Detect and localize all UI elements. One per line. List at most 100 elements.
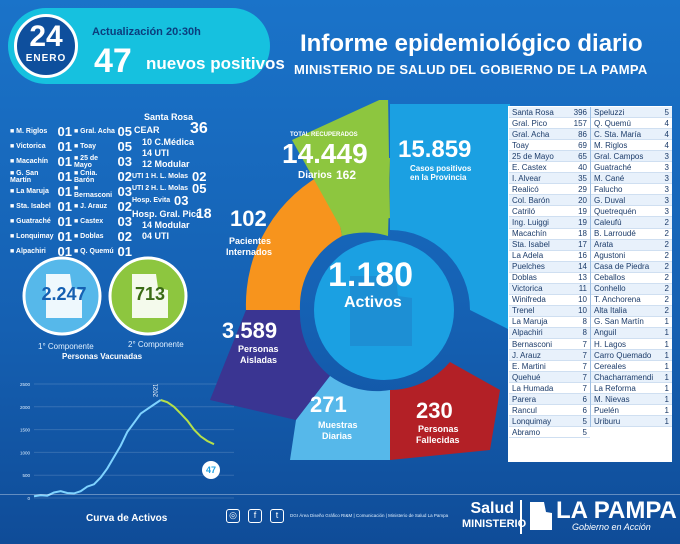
locality-count: 05: [117, 124, 132, 139]
table-cell-locality: M. Nievas: [594, 394, 630, 404]
vaccine-circles: [22, 256, 188, 336]
table-cell-locality: G. Duval: [594, 195, 626, 205]
y-tick-label: 500: [22, 473, 30, 478]
table-cell-locality: M. Cané: [594, 173, 625, 183]
table-row: Catriló 19: [509, 206, 590, 218]
table-row: Carro Quemado 1: [591, 350, 672, 362]
cear-modular: 12 Modular: [142, 159, 190, 169]
twitter-icon[interactable]: t: [270, 509, 284, 523]
table-cell-locality: Guatraché: [594, 162, 632, 172]
table-cell-count: 4: [664, 118, 669, 128]
table-cell-locality: B. Larroudé: [594, 229, 636, 239]
table-cell-count: 6: [582, 405, 587, 415]
table-cell-locality: Uriburu: [594, 416, 621, 426]
locality-row: ■ Cnia. Barón 02: [74, 169, 132, 184]
table-cell-locality: Carro Quemado: [594, 350, 652, 360]
recovered-value: 14.449: [282, 138, 368, 169]
molas2-label: UTI 2 H. L. Molas: [132, 185, 189, 192]
wheel-graphic: [210, 100, 510, 460]
samples-label-1: Muestras: [318, 420, 358, 430]
locality-name: ■ Lonquimay: [10, 233, 54, 240]
isolated-value: 3.589: [222, 318, 278, 343]
locality-row: ■ Guatraché 01: [10, 214, 72, 229]
table-row: M. Cané 3: [591, 173, 672, 185]
table-cell-locality: Bernasconi: [512, 339, 553, 349]
table-cell-locality: C. Sta. María: [594, 129, 642, 139]
table-cell-locality: Col. Barón: [512, 195, 550, 205]
locality-row: ■ Lonquimay 01: [10, 229, 72, 244]
recovered-title: TOTAL RECUPERADOS: [290, 132, 358, 138]
locality-name: ■ Alpachiri: [10, 248, 46, 255]
locality-row: ■ Sta. Isabel 01: [10, 199, 72, 214]
table-row: H. Lagos 1: [591, 339, 672, 351]
locality-name: ■ Cnia. Barón: [74, 169, 98, 184]
table-cell-count: 3: [664, 173, 669, 183]
y-tick-label: 2000: [20, 405, 31, 410]
table-cell-count: 5: [582, 416, 587, 426]
table-cell-count: 1: [664, 405, 669, 415]
table-cell-count: 14: [578, 262, 587, 272]
table-row: Cereales 1: [591, 361, 672, 373]
locality-name: ■ Q. Quemú: [74, 248, 114, 255]
update-time: Actualización 20:30h: [92, 26, 201, 38]
table-cell-locality: Sta. Isabel: [512, 240, 550, 250]
locality-row: ■ Macachín 01: [10, 154, 72, 169]
y-tick-label: 1000: [20, 450, 31, 455]
cear-label: CEAR: [134, 125, 160, 135]
curve-falling-line: [160, 399, 215, 446]
table-cell-count: 1: [664, 350, 669, 360]
table-row: M. Riglos 4: [591, 140, 672, 152]
table-cell-count: 7: [582, 350, 587, 360]
table-cell-locality: Gral. Acha: [512, 129, 550, 139]
table-row: Realicó 29: [509, 184, 590, 196]
table-cell-locality: G. San Martín: [594, 317, 644, 327]
table-cell-locality: Caleufú: [594, 217, 622, 227]
table-row: M. Nievas 1: [591, 394, 672, 406]
locality-name: ■ Sta. Isabel: [10, 203, 51, 210]
locality-row: ■ Q. Quemú 01: [74, 244, 132, 259]
table-cell-locality: Speluzzi: [594, 107, 625, 117]
table-cell-locality: Gral. Campos: [594, 151, 644, 161]
table-cell-locality: Quetrequén: [594, 206, 637, 216]
locality-name: ■ M. Riglos: [10, 128, 48, 135]
table-cell-count: 2: [664, 251, 669, 261]
page-subtitle: MINISTERIO DE SALUD DEL GOBIERNO DE LA P…: [294, 62, 648, 77]
instagram-icon[interactable]: ◎: [226, 509, 240, 523]
locality-count: 02: [117, 199, 132, 214]
table-row: Victorica 11: [509, 283, 590, 295]
cases-value: 15.859: [398, 136, 472, 163]
santa-rosa-title: Santa Rosa: [144, 112, 194, 122]
table-cell-locality: Gral. Pico: [512, 118, 548, 128]
locality-name: ■ La Maruja: [10, 188, 49, 195]
table-cell-count: 10: [578, 306, 587, 316]
table-cell-locality: E. Castex: [512, 162, 547, 172]
table-cell-locality: H. Lagos: [594, 339, 627, 349]
second-component-value: 713: [134, 284, 166, 304]
table-cell-count: 7: [582, 372, 587, 382]
table-row: Macachín 18: [509, 229, 590, 240]
first-component-value: 2.247: [41, 284, 87, 304]
locality-count: 05: [117, 139, 132, 154]
locality-name: ■ Victorica: [10, 143, 46, 150]
table-cell-count: 19: [578, 217, 587, 227]
date-day: 24: [29, 20, 63, 53]
new-positive-label: nuevos positivos: [146, 54, 285, 73]
table-row: Agustoni 2: [591, 251, 672, 262]
table-row: Parera 6: [509, 394, 590, 406]
active-curve-chart: 2500 2000 1500 1000 500 0 2021 47: [20, 382, 234, 501]
locality-count: 01: [57, 229, 72, 244]
table-row: Guatraché 3: [591, 162, 672, 174]
active-label: Activos: [344, 294, 402, 311]
facebook-icon[interactable]: f: [248, 509, 262, 523]
table-cell-count: 3: [664, 151, 669, 161]
chart-title: Curva de Activos: [86, 513, 168, 524]
page-title: Informe epidemiológico diario: [300, 30, 643, 57]
table-cell-locality: Alta Italia: [594, 306, 627, 316]
table-cell-locality: Arata: [594, 240, 614, 250]
table-cell-locality: Falucho: [594, 184, 623, 194]
new-positive-number: 47: [94, 42, 132, 80]
locality-count: 03: [117, 154, 132, 169]
locality-count: 03: [117, 214, 132, 229]
table-row: Puelches 14: [509, 261, 590, 273]
table-cell-count: 8: [582, 328, 587, 338]
